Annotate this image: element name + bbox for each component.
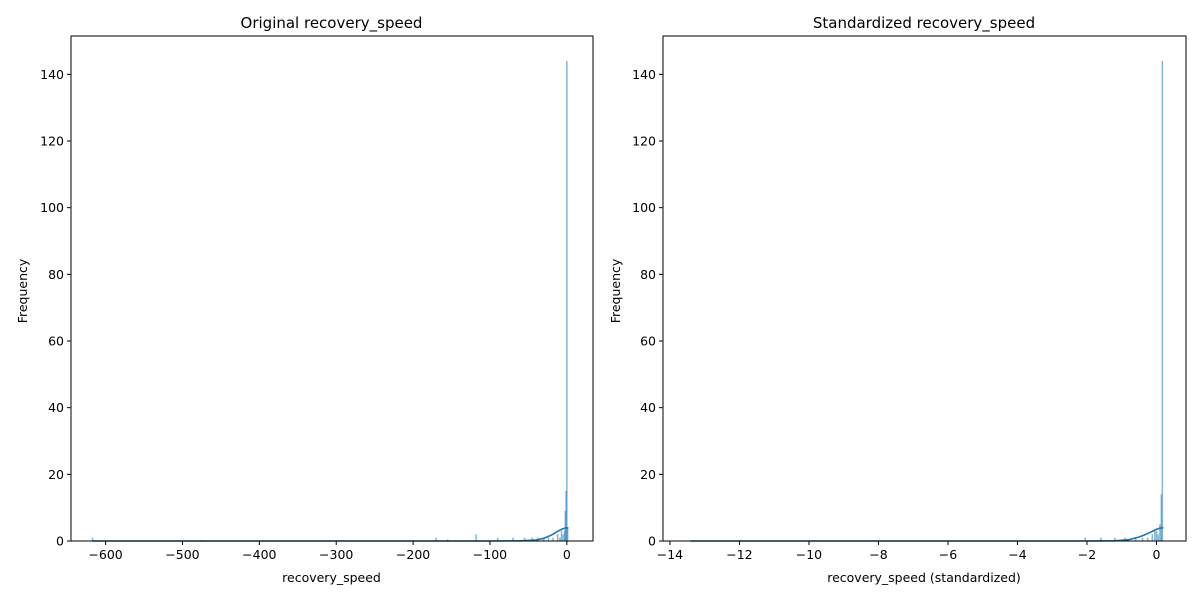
y-tick-label: 80 bbox=[48, 267, 64, 282]
y-axis-label: Frequency bbox=[15, 258, 30, 323]
kde-line bbox=[690, 527, 1164, 542]
y-tick-label: 20 bbox=[48, 467, 64, 482]
x-tick-label: −400 bbox=[242, 547, 276, 562]
y-tick-label: 100 bbox=[632, 200, 656, 215]
x-tick-label: −10 bbox=[796, 547, 822, 562]
x-tick-label: −12 bbox=[726, 547, 752, 562]
chart-title: Original recovery_speed bbox=[241, 14, 423, 33]
marks-layer bbox=[690, 61, 1164, 542]
plot-frame bbox=[70, 35, 594, 542]
histogram-bar bbox=[446, 539, 449, 541]
histogram-bar bbox=[512, 537, 514, 541]
y-tick-label: 80 bbox=[640, 267, 656, 282]
histogram-bar bbox=[531, 537, 534, 541]
histogram-bar bbox=[563, 531, 566, 541]
histogram-bar bbox=[1159, 524, 1161, 541]
y-tick-label: 20 bbox=[640, 467, 656, 482]
subplot-original: Original recovery_speed Frequency recove… bbox=[15, 14, 594, 585]
histogram-bar bbox=[1161, 61, 1164, 541]
x-tick-label: −2 bbox=[1078, 547, 1096, 562]
histogram-bar bbox=[1147, 537, 1149, 541]
y-tick-label: 40 bbox=[48, 400, 64, 415]
y-tick-label: 0 bbox=[56, 534, 64, 549]
x-tick-label: −200 bbox=[396, 547, 430, 562]
histogram-bar bbox=[1160, 494, 1163, 541]
histogram-bar bbox=[556, 534, 559, 541]
histogram-bar bbox=[1153, 531, 1156, 541]
y-tick-label: 140 bbox=[632, 67, 656, 82]
x-tick-label: −600 bbox=[88, 547, 122, 562]
histogram-bar bbox=[560, 531, 563, 541]
histogram-bar bbox=[1084, 537, 1086, 541]
histogram-bar bbox=[523, 537, 526, 541]
y-tick-label: 40 bbox=[640, 400, 656, 415]
histogram-bar bbox=[566, 527, 569, 541]
y-tick-label: 120 bbox=[632, 134, 656, 149]
histogram-bar bbox=[435, 537, 437, 541]
ticks-layer: −14 −12 −10 −8 −6 −4 −2 0 0 20 40 60 80 100 120 140 bbox=[632, 67, 1160, 562]
histogram-bar bbox=[552, 537, 554, 541]
histogram-bar bbox=[475, 534, 477, 541]
y-axis-label-group: Frequency bbox=[608, 258, 623, 323]
x-tick-label: 0 bbox=[563, 547, 571, 562]
histogram-bar bbox=[564, 511, 567, 541]
histogram-bar bbox=[91, 537, 94, 541]
x-tick-label: −8 bbox=[869, 547, 887, 562]
x-tick-label: −4 bbox=[1008, 547, 1026, 562]
histogram-bar bbox=[562, 534, 564, 541]
x-tick-label: −300 bbox=[319, 547, 353, 562]
y-tick-label: 140 bbox=[40, 67, 64, 82]
marks-layer bbox=[91, 61, 569, 542]
histogram-bar bbox=[1100, 537, 1102, 541]
x-tick-label: −6 bbox=[939, 547, 957, 562]
y-axis-label-group: Frequency bbox=[15, 258, 30, 323]
x-tick-label: −100 bbox=[473, 547, 507, 562]
y-tick-label: 100 bbox=[40, 200, 64, 215]
subplot-standardized: Standardized recovery_speed Frequency re… bbox=[608, 14, 1187, 585]
histogram-bar bbox=[1114, 537, 1116, 541]
histogram-bar bbox=[1151, 534, 1154, 541]
histogram-bar bbox=[566, 61, 568, 541]
x-tick-label: −500 bbox=[165, 547, 199, 562]
histogram-bar bbox=[1157, 534, 1159, 541]
y-tick-label: 120 bbox=[40, 134, 64, 149]
plot-frame bbox=[662, 35, 1187, 542]
y-tick-label: 60 bbox=[48, 334, 64, 349]
y-tick-label: 60 bbox=[640, 334, 656, 349]
y-tick-label: 0 bbox=[648, 534, 656, 549]
histogram-bar bbox=[547, 537, 550, 541]
histogram-bar bbox=[565, 491, 567, 541]
x-axis-label: recovery_speed (standardized) bbox=[827, 570, 1021, 585]
histogram-bar bbox=[543, 537, 545, 541]
histogram-bar bbox=[1134, 537, 1137, 541]
histogram-bar bbox=[1141, 537, 1144, 541]
histogram-bar bbox=[559, 537, 561, 541]
x-tick-label: 0 bbox=[1152, 547, 1160, 562]
chart-title: Standardized recovery_speed bbox=[813, 14, 1035, 33]
histogram-bar bbox=[496, 537, 499, 541]
ticks-layer: −600 −500 −400 −300 −200 −100 0 0 20 40 60 80 100 120… bbox=[40, 67, 571, 562]
histogram-bar bbox=[1155, 531, 1158, 541]
y-axis-label: Frequency bbox=[608, 258, 623, 323]
x-tick-label: −14 bbox=[657, 547, 683, 562]
x-axis-label: recovery_speed bbox=[282, 570, 381, 585]
